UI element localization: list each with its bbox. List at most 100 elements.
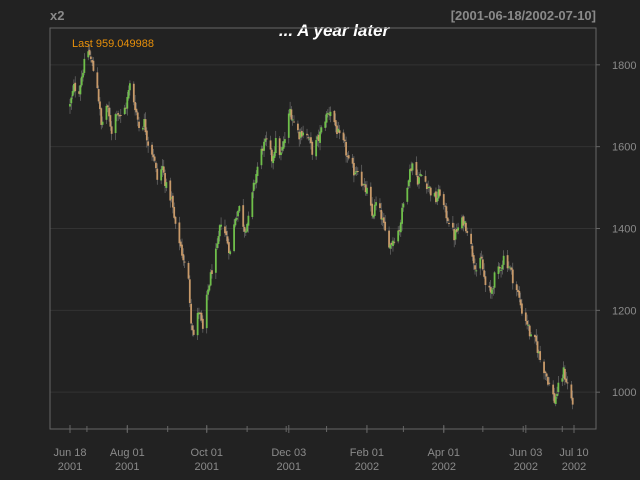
- ohlc-bar: [354, 172, 357, 175]
- ohlc-bar: [519, 299, 522, 306]
- ohlc-bar: [247, 215, 250, 226]
- ohlc-bar: [311, 141, 314, 155]
- ohlc-bar: [270, 149, 273, 162]
- ohlc-bar: [438, 189, 441, 196]
- ohlc-bar: [407, 180, 410, 187]
- ohlc-bar: [571, 397, 574, 405]
- ohlc-bar: [254, 183, 256, 185]
- ohlc-bar: [484, 276, 487, 286]
- x-tick-year: 2002: [432, 461, 456, 473]
- ohlc-bar: [471, 245, 474, 257]
- ohlc-bar: [556, 393, 558, 397]
- ohlc-bar: [436, 198, 439, 202]
- ohlc-bar: [524, 312, 527, 321]
- ohlc-bar: [297, 123, 299, 131]
- ohlc-bar: [73, 83, 75, 93]
- ohlc-bar: [470, 233, 473, 245]
- x-tick-label: Aug 01: [110, 447, 145, 459]
- last-value-label: Last 959.049988: [72, 38, 154, 50]
- ohlc-bar: [337, 128, 340, 133]
- ohlc-bar: [69, 103, 71, 107]
- ohlc-bar: [548, 382, 551, 384]
- ohlc-bar: [87, 51, 90, 58]
- series-name: x2: [50, 8, 64, 23]
- ohlc-bar: [526, 320, 529, 325]
- ohlc-bar: [562, 367, 565, 379]
- ohlc-bar: [493, 272, 496, 288]
- ohlc-bar: [565, 378, 568, 383]
- ohlc-bar: [480, 256, 483, 259]
- ohlc-bar: [118, 115, 121, 117]
- ohlc-bar: [308, 138, 311, 140]
- gridlines: [50, 64, 596, 393]
- ohlc-bar: [198, 312, 200, 315]
- ohlc-bar: [521, 303, 523, 314]
- ohlc-bar: [472, 255, 475, 264]
- ohlc-bar: [181, 244, 183, 256]
- ohlc-bar: [147, 141, 150, 146]
- ohlc-bar: [373, 204, 376, 216]
- ohlc-bar: [461, 217, 463, 229]
- ohlc-bar: [402, 203, 405, 208]
- ohlc-bar: [109, 115, 112, 127]
- ohlc-bar: [500, 269, 502, 271]
- ohlc-bar: [291, 119, 294, 121]
- ohlc-bar: [243, 226, 246, 232]
- ohlc-bar: [83, 58, 86, 73]
- ohlc-bar: [225, 231, 228, 236]
- ohlc-bar: [448, 222, 450, 225]
- ohlc-bar: [553, 393, 556, 403]
- ohlc-bar: [235, 218, 238, 220]
- ohlc-bar: [214, 248, 217, 273]
- ohlc-bar: [136, 112, 139, 120]
- ohlc-bar: [265, 138, 268, 140]
- ohlc-bar: [92, 60, 95, 71]
- ohlc-bar: [517, 289, 519, 293]
- ohlc-bar: [300, 130, 303, 137]
- ohlc-bar: [547, 377, 549, 385]
- ohlc-bar: [442, 194, 445, 206]
- ohlc-bar: [451, 222, 454, 228]
- ohlc-bar: [207, 289, 209, 295]
- ohlc-bar: [99, 101, 101, 110]
- ohlc-bar: [280, 152, 282, 156]
- ohlc-bar: [272, 156, 275, 164]
- ohlc-bar: [388, 230, 390, 248]
- ohlc-bar: [382, 217, 385, 223]
- ohlc-bar: [453, 229, 456, 241]
- ohlc-bar: [492, 288, 495, 290]
- ohlc-bar: [135, 108, 138, 113]
- ohlc-bar: [406, 187, 409, 202]
- ohlc-bar: [326, 112, 329, 114]
- ohlc-bar: [290, 109, 293, 120]
- ohlc-bar: [260, 148, 263, 166]
- x-tick-year: 2001: [195, 461, 219, 473]
- ohlc-bar: [329, 111, 332, 117]
- ohlc-bar: [364, 184, 367, 193]
- ohlc-bar: [242, 205, 245, 227]
- ohlc-bar: [369, 186, 372, 206]
- ohlc-bar: [570, 384, 573, 399]
- ohlc-bar: [178, 222, 181, 244]
- ohlc-bar: [105, 105, 108, 120]
- ohlc-bar: [82, 72, 84, 78]
- ohlc-bar: [353, 162, 355, 176]
- ohlc-bar: [411, 163, 414, 171]
- ohlc-bar: [324, 121, 327, 128]
- ohlc-bar: [351, 157, 354, 164]
- y-tick-label: 1200: [612, 305, 636, 317]
- ohlc-bar: [372, 215, 375, 218]
- ohlc-bar: [307, 137, 310, 139]
- ohlc-bar: [316, 136, 319, 140]
- ohlc-bar: [78, 91, 81, 94]
- ohlc-bar: [80, 76, 83, 86]
- ohlc-bar: [191, 325, 194, 331]
- ohlc-bar: [446, 217, 449, 222]
- ohlc-bar: [289, 108, 291, 116]
- ohlc-bar: [465, 222, 467, 232]
- ohlc-bar: [435, 191, 437, 203]
- ohlc-bar: [481, 259, 484, 270]
- ohlc-bar: [384, 221, 387, 231]
- ohlc-bar: [536, 341, 539, 353]
- ohlc-bar: [145, 130, 148, 141]
